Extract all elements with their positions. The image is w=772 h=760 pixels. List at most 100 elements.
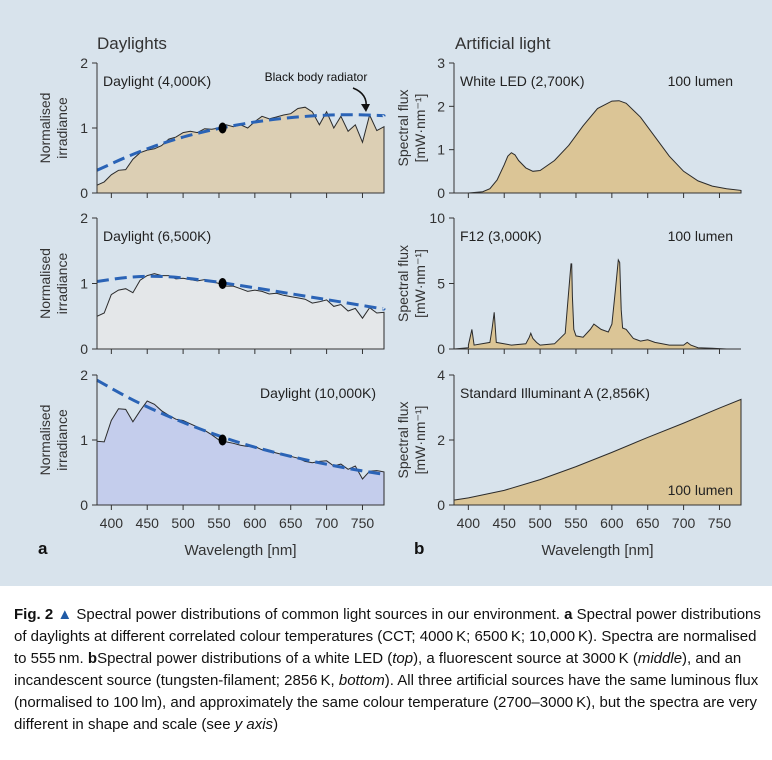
chart-panel-1: 0 1 2 Daylight (6,500K) Normalisedirradiance — [37, 210, 386, 357]
panel-a-title: Daylights — [97, 34, 167, 53]
y-tick-label: 3 — [437, 55, 445, 71]
x-tick-label: 500 — [528, 515, 552, 531]
caption-middle: middle — [637, 650, 683, 667]
y-tick-label: 4 — [437, 367, 445, 383]
black-body-curve — [96, 378, 386, 476]
x-axis-label-a: Wavelength [nm] — [185, 542, 297, 559]
caption-bottom: bottom — [338, 672, 385, 689]
x-tick-label: 550 — [207, 515, 231, 531]
caption-fig-label: Fig. 2 — [14, 606, 54, 623]
figure-caption: Fig. 2 ▲ Spectral power distributions of… — [14, 604, 762, 736]
y-tick-label: 0 — [80, 185, 88, 201]
y-tick-label: 1 — [80, 120, 88, 136]
y-axis-label-line: Normalised — [37, 248, 53, 319]
normalisation-marker — [218, 122, 227, 134]
y-axis-label: Spectral flux[mW·nm⁻¹] — [395, 401, 428, 478]
x-tick-label: 700 — [315, 515, 339, 531]
caption-part-b-text-4: ). All three artificial sources have the… — [14, 672, 759, 733]
black-body-label: Black body radiator — [265, 70, 368, 84]
y-tick-label: 1 — [437, 142, 445, 158]
x-tick-label: 750 — [708, 515, 732, 531]
spectrum-area — [454, 100, 742, 194]
chart-title: F12 (3,000K) — [460, 228, 542, 244]
y-tick-label: 2 — [80, 367, 88, 383]
y-tick-label: 2 — [80, 55, 88, 71]
chart-panel-5: 0 2 4 400 450 500 550 600 650 700 750 Standard Illu… — [395, 367, 742, 531]
y-axis-label-line: [mW·nm⁻¹] — [412, 249, 428, 318]
x-tick-label: 550 — [564, 515, 588, 531]
lumen-annotation: 100 lumen — [668, 228, 733, 244]
y-tick-label: 2 — [437, 432, 445, 448]
spectrum-area — [453, 398, 742, 506]
y-axis-label-line: [mW·nm⁻¹] — [412, 94, 428, 163]
caption-part-a-label: a — [564, 606, 573, 623]
x-tick-label: 600 — [243, 515, 267, 531]
caption-end: ) — [273, 716, 279, 733]
y-axis-label-line: Spectral flux — [395, 401, 411, 478]
panel-b-letter: b — [414, 539, 424, 558]
y-tick-label: 1 — [80, 276, 88, 292]
x-tick-label: 650 — [279, 515, 303, 531]
y-tick-label: 0 — [437, 497, 445, 513]
chart-title: White LED (2,700K) — [460, 73, 585, 89]
y-tick-label: 5 — [437, 276, 445, 292]
caption-part-a-text: Spectral power distributions of daylight… — [14, 606, 761, 667]
caption-top: top — [392, 650, 414, 667]
chart-panel-0: 0 1 2 Daylight (4,000K) Black body radiator N… — [37, 55, 386, 201]
x-tick-label: 500 — [171, 515, 195, 531]
spectrum-area — [96, 273, 385, 350]
chart-title: Daylight (4,000K) — [103, 73, 211, 89]
caption-part-b-text-2: ), a fluorescent source at 3000 K ( — [413, 650, 638, 667]
spectrum-area — [453, 258, 741, 350]
chart-title: Daylight (6,500K) — [103, 228, 211, 244]
y-tick-label: 2 — [80, 210, 88, 226]
lumen-annotation: 100 lumen — [668, 482, 733, 498]
caption-triangle-icon: ▲ — [57, 606, 73, 623]
y-axis-label: Normalisedirradiance — [37, 248, 70, 319]
caption-intro: Spectral power distributions of common l… — [76, 606, 560, 623]
x-tick-label: 450 — [136, 515, 160, 531]
y-axis-label-line: irradiance — [54, 409, 70, 471]
y-axis-label: Spectral flux[mW·nm⁻¹] — [395, 89, 428, 166]
y-axis-label: Normalisedirradiance — [37, 93, 70, 164]
y-tick-label: 0 — [437, 185, 445, 201]
y-axis-label-line: [mW·nm⁻¹] — [412, 406, 428, 475]
y-axis-label-line: Spectral flux — [395, 245, 411, 322]
x-tick-label: 400 — [100, 515, 124, 531]
y-axis-label: Normalisedirradiance — [37, 405, 70, 476]
x-tick-label: 600 — [600, 515, 624, 531]
chart-title: Standard Illuminant A (2,856K) — [460, 385, 650, 401]
spectrum-area — [96, 400, 385, 506]
y-axis-label-line: Spectral flux — [395, 89, 411, 166]
y-tick-label: 1 — [80, 432, 88, 448]
panel-a-letter: a — [38, 539, 48, 558]
x-axis-label-b: Wavelength [nm] — [542, 542, 654, 559]
chart-panel-4: 0 5 10 F12 (3,000K) 100 lumen Spectral flux[m… — [395, 210, 741, 357]
x-tick-label: 650 — [636, 515, 660, 531]
figure: Daylights Artificial light 0 1 2 Daylight (4,… — [0, 0, 772, 586]
x-tick-label: 400 — [457, 515, 481, 531]
y-tick-label: 0 — [80, 497, 88, 513]
lumen-annotation: 100 lumen — [668, 73, 733, 89]
y-axis-label-line: irradiance — [54, 97, 70, 159]
y-tick-label: 0 — [437, 341, 445, 357]
normalisation-marker — [218, 434, 227, 446]
figure-svg: Daylights Artificial light 0 1 2 Daylight (4,… — [37, 34, 742, 559]
caption-part-b-text-3: ), and an incandescent source (tungsten-… — [14, 650, 742, 689]
chart-title: Daylight (10,000K) — [260, 385, 376, 401]
arrowhead-icon — [361, 104, 370, 112]
caption-part-b-label: b — [87, 650, 98, 667]
panel-b-title: Artificial light — [455, 34, 551, 53]
chart-panel-2: 0 1 2 400 450 500 550 600 650 700 750 Daylight (10,… — [37, 367, 386, 531]
x-tick-label: 450 — [493, 515, 517, 531]
y-axis-label-line: irradiance — [54, 253, 70, 315]
caption-y-axis: y axis — [234, 716, 274, 733]
normalisation-marker — [218, 278, 227, 289]
y-axis-label-line: Normalised — [37, 405, 53, 476]
y-tick-label: 0 — [80, 341, 88, 357]
y-axis-label: Spectral flux[mW·nm⁻¹] — [395, 245, 428, 322]
y-tick-label: 10 — [429, 210, 445, 226]
caption-part-b-text-1: Spectral power distributions of a white … — [97, 650, 393, 667]
x-tick-label: 700 — [672, 515, 696, 531]
x-tick-label: 750 — [351, 515, 375, 531]
